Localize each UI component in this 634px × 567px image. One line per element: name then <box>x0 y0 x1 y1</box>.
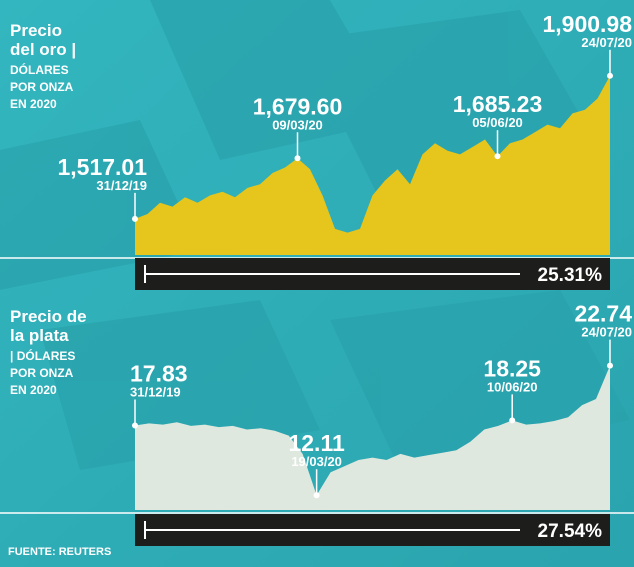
chart-title: Precio <box>10 21 62 40</box>
point <box>607 362 613 369</box>
date-label: 19/03/20 <box>291 454 342 469</box>
source: FUENTE: REUTERS <box>8 546 111 558</box>
value-label: 1,517.01 <box>57 154 147 180</box>
point <box>294 155 301 162</box>
chart-subtitle: EN 2020 <box>10 383 57 397</box>
point <box>509 417 516 424</box>
point <box>494 153 501 160</box>
chart-title: del oro | <box>10 40 76 59</box>
area <box>135 75 610 255</box>
value-label: 1,685.23 <box>453 91 543 117</box>
value-label: 1,900.98 <box>542 11 632 37</box>
change-label: 27.54% <box>538 521 603 542</box>
chart-subtitle: POR ONZA <box>10 80 74 94</box>
date-label: 24/07/20 <box>581 325 632 340</box>
date-label: 05/06/20 <box>472 115 523 130</box>
date-label: 10/06/20 <box>487 379 538 394</box>
date-label: 31/12/19 <box>130 384 181 399</box>
point <box>313 492 320 499</box>
point <box>132 422 138 429</box>
chart-title: la plata <box>10 326 69 345</box>
date-label: 31/12/19 <box>96 178 147 193</box>
point <box>607 72 613 79</box>
change-label: 25.31% <box>538 265 603 286</box>
value-label: 1,679.60 <box>253 93 343 119</box>
value-label: 22.74 <box>574 301 632 327</box>
date-label: 24/07/20 <box>581 35 632 50</box>
chart-subtitle: POR ONZA <box>10 366 74 380</box>
point <box>132 215 138 222</box>
chart-subtitle: EN 2020 <box>10 97 57 111</box>
date-label: 09/03/20 <box>272 117 323 132</box>
value-label: 12.11 <box>288 430 344 456</box>
chart-subtitle: | DÓLARES <box>10 348 75 363</box>
value-label: 18.25 <box>483 355 541 381</box>
value-label: 17.83 <box>130 360 188 386</box>
chart-subtitle: DÓLARES <box>10 62 69 77</box>
chart-title: Precio de <box>10 307 87 326</box>
area <box>135 365 610 510</box>
